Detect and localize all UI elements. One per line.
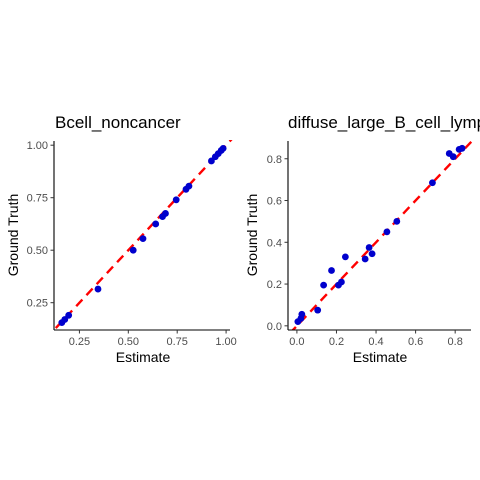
x-ticks: 0.25 0.50 0.75 1.00 [69, 330, 237, 348]
data-point [328, 267, 335, 274]
x-axis-label: Estimate [353, 349, 408, 365]
data-point [185, 182, 193, 190]
x-tick-label: 0.6 [408, 336, 423, 348]
data-point [94, 285, 102, 293]
x-tick-label: 0.2 [329, 336, 344, 348]
data-point [338, 278, 345, 286]
y-ticks: 0.0 0.2 0.4 0.6 0.8 [267, 154, 288, 333]
data-point [129, 246, 137, 254]
y-axis-label: Ground Truth [5, 194, 21, 277]
y-axis-label: Ground Truth [244, 194, 260, 277]
data-point [365, 244, 373, 251]
y-tick-label: 0.0 [267, 321, 282, 333]
data-point [298, 310, 306, 318]
panel-title: Bcell_noncancer [55, 113, 181, 132]
data-point [361, 255, 369, 263]
data-point [139, 235, 147, 243]
data-point [219, 144, 227, 152]
y-tick-label: 0.8 [267, 154, 282, 166]
data-point [383, 228, 391, 236]
panel-diffuse-large-b-cell: diffuse_large_B_cell_lymphoma 0.00.20.40… [244, 113, 480, 365]
data-point [314, 306, 322, 314]
panel-bcell-noncancer: Bcell_noncancer 0.25 0.50 0.75 1.00 0.25 0.5… [5, 113, 237, 365]
x-tick-label: 0.0 [289, 336, 304, 348]
data-point [341, 253, 349, 261]
x-tick-label: 0.8 [448, 336, 463, 348]
y-tick-label: 0.75 [27, 193, 48, 205]
x-tick-label: 0.25 [69, 336, 90, 348]
y-tick-label: 0.25 [27, 298, 48, 310]
y-tick-label: 1.00 [27, 140, 48, 152]
points-group [58, 144, 227, 327]
panel-title: diffuse_large_B_cell_lymphoma [288, 113, 480, 132]
y-tick-label: 0.50 [27, 245, 48, 257]
reference-line [291, 140, 475, 330]
x-ticks: 0.0 0.2 0.4 0.6 0.8 [289, 330, 463, 348]
data-point [368, 250, 376, 258]
points-group [294, 144, 466, 326]
data-point [458, 144, 466, 152]
x-tick-label: 0.50 [118, 336, 139, 348]
y-tick-label: 0.6 [267, 196, 282, 208]
data-point [429, 179, 436, 187]
y-tick-label: 0.2 [267, 279, 282, 291]
x-tick-label: 1.00 [215, 336, 236, 348]
y-tick-label: 0.4 [267, 237, 282, 249]
data-point [152, 220, 160, 228]
x-tick-label: 0.75 [166, 336, 187, 348]
x-tick-label: 0.4 [368, 336, 383, 348]
data-point [162, 210, 169, 217]
reference-line-group [291, 140, 475, 330]
data-point [393, 218, 401, 225]
data-point [320, 281, 328, 289]
data-point [65, 311, 73, 319]
y-ticks: 0.25 0.50 0.75 1.00 [27, 140, 54, 310]
x-axis-label: Estimate [116, 349, 171, 365]
data-point [449, 153, 457, 161]
data-point [172, 196, 180, 204]
